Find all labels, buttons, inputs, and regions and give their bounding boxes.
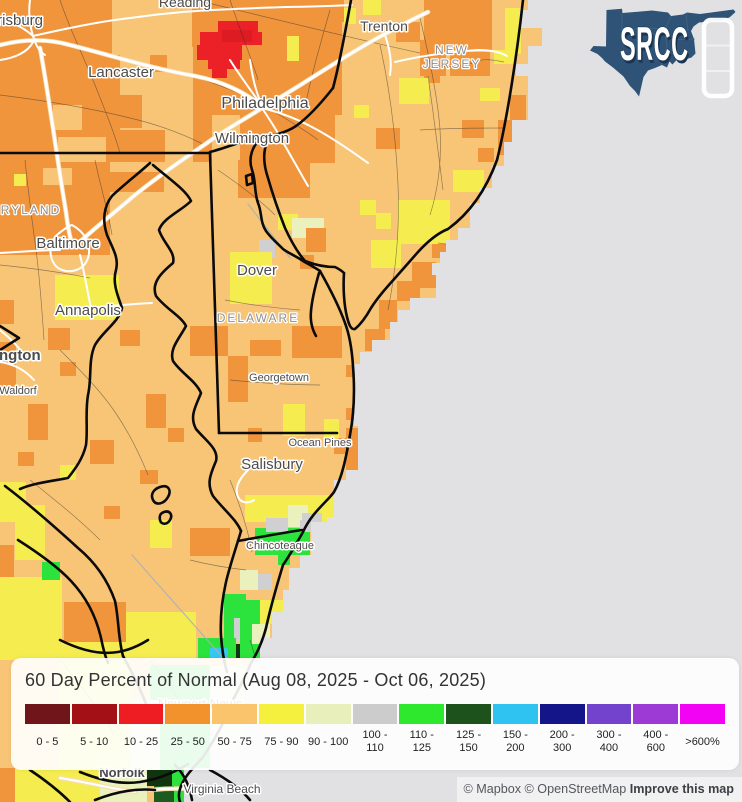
svg-text:Baltimore: Baltimore [36,235,99,252]
svg-text:MARYLAND: MARYLAND [0,203,61,217]
svg-text:Salisbury: Salisbury [241,456,303,473]
svg-text:Chincoteague: Chincoteague [246,540,314,552]
svg-text:Virginia Beach: Virginia Beach [183,782,260,796]
svg-text:SRCC: SRCC [622,20,691,73]
svg-text:Annapolis: Annapolis [55,302,121,319]
svg-text:Waldorf: Waldorf [0,385,38,397]
svg-text:NEW: NEW [435,43,469,57]
svg-text:SRCC: SRCC [620,17,689,70]
svg-text:Lancaster: Lancaster [88,64,154,81]
svg-text:JERSEY: JERSEY [423,57,482,71]
svg-text:Trenton: Trenton [360,18,408,34]
svg-text:Washington: Washington [0,347,41,364]
svg-text:Philadelphia: Philadelphia [221,95,308,112]
svg-text:Reading: Reading [159,0,211,10]
svg-text:Harrisburg: Harrisburg [0,12,43,29]
svg-text:Georgetown: Georgetown [249,372,309,384]
svg-text:Wilmington: Wilmington [215,130,289,147]
svg-text:Ocean Pines: Ocean Pines [289,437,352,449]
svg-text:Dover: Dover [237,262,277,279]
svg-text:DELAWARE: DELAWARE [217,311,299,325]
